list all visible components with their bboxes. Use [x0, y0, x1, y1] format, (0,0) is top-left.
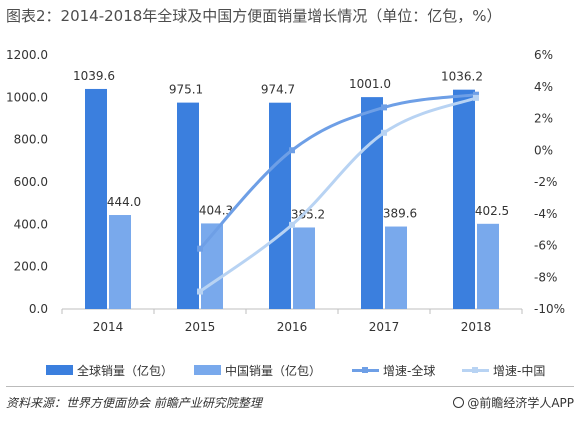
bar-series-0	[361, 97, 383, 309]
chart-canvas: 0.0 200.0 400.0 600.0 800.0 1000.0 1200.0 -10% -…	[6, 48, 565, 334]
bar-series-1	[477, 223, 499, 309]
legend-swatch-china-growth-icon	[462, 365, 489, 375]
line-point-series-2	[197, 245, 203, 252]
y-left-tick-label: 400.0	[14, 217, 48, 231]
legend-label-global-sales: 全球销量（亿包）	[77, 363, 174, 378]
y-left-tick-label: 200.0	[14, 260, 48, 274]
y-left-tick-label: 600.0	[14, 175, 48, 189]
brand-text: @前瞻经济学人APP	[467, 396, 574, 410]
bar-series-0	[85, 88, 107, 310]
bar-data-label: 1036.2	[441, 70, 483, 84]
legend-label-china-sales: 中国销量（亿包）	[225, 363, 322, 378]
y-right-tick-label: -6%	[534, 239, 557, 253]
legend-item-china-growth[interactable]: 增速-中国	[462, 362, 545, 378]
bar-data-label: 444.0	[107, 195, 141, 209]
x-tick-label: 2018	[461, 320, 492, 334]
legend-label-global-growth: 增速-全球	[383, 363, 436, 378]
bar-data-label: 389.6	[383, 207, 417, 221]
brand-credit: @前瞻经济学人APP	[453, 394, 574, 411]
y-right-tick-label: -10%	[534, 302, 565, 316]
x-tick-label: 2014	[93, 320, 124, 334]
x-tick-label: 2017	[369, 320, 400, 334]
line-point-series-2	[289, 147, 295, 154]
bar-series-1	[385, 226, 407, 309]
bar-series-0	[269, 102, 291, 309]
legend-item-global-sales[interactable]: 全球销量（亿包）	[46, 362, 173, 378]
bar-data-label: 1039.6	[73, 69, 115, 83]
legend-label-china-growth: 增速-中国	[493, 363, 546, 378]
y-right-tick-label: 4%	[534, 80, 553, 94]
legend-swatch-global-sales-icon	[46, 365, 73, 375]
brand-logo-icon	[453, 397, 465, 408]
y-right-tick-label: 0%	[534, 143, 553, 157]
bar-series-1	[109, 215, 131, 309]
chart-title: 图表2：2014-2018年全球及中国方便面销量增长情况（单位：亿包，%）	[6, 7, 502, 25]
y-left-tick-label: 0.0	[29, 302, 48, 316]
y-right-tick-label: -8%	[534, 270, 557, 284]
source-note: 资料来源：世界方便面协会 前瞻产业研究院整理	[6, 396, 262, 410]
line-point-series-3	[473, 94, 479, 101]
bar-data-label: 974.7	[261, 83, 295, 97]
y-left-tick-label: 800.0	[14, 133, 48, 147]
y-left-tick-label: 1000.0	[6, 90, 48, 104]
y-right-tick-label: 2%	[534, 112, 553, 126]
y-right-tick-label: -2%	[534, 175, 557, 189]
bar-data-label: 975.1	[169, 83, 203, 97]
bar-series-1	[293, 227, 315, 309]
y-left-tick-label: 1200.0	[6, 48, 48, 62]
line-point-series-2	[473, 91, 479, 98]
line-point-series-3	[381, 129, 387, 136]
line-series-2	[198, 93, 477, 250]
line-point-series-3	[197, 288, 203, 295]
x-tick-label: 2016	[277, 320, 308, 334]
bar-series-0	[453, 89, 475, 310]
line-point-series-3	[289, 221, 295, 228]
footer-divider	[6, 386, 574, 387]
x-tick-label: 2015	[185, 320, 216, 334]
bar-data-label: 404.3	[199, 203, 233, 217]
bar-series-0	[177, 102, 199, 309]
legend-swatch-global-growth-icon	[352, 365, 379, 375]
chart-legend: 全球销量（亿包） 中国销量（亿包） 增速-全球 增速-中国	[0, 362, 580, 378]
line-point-series-2	[381, 104, 387, 111]
bar-data-label: 1001.0	[349, 77, 391, 91]
bar-data-label: 402.5	[475, 204, 509, 218]
legend-item-global-growth[interactable]: 增速-全球	[352, 362, 435, 378]
legend-swatch-china-sales-icon	[194, 365, 221, 375]
y-right-tick-label: 6%	[534, 48, 553, 62]
y-right-tick-label: -4%	[534, 207, 557, 221]
line-series-3	[199, 96, 477, 293]
legend-item-china-sales[interactable]: 中国销量（亿包）	[194, 362, 321, 378]
